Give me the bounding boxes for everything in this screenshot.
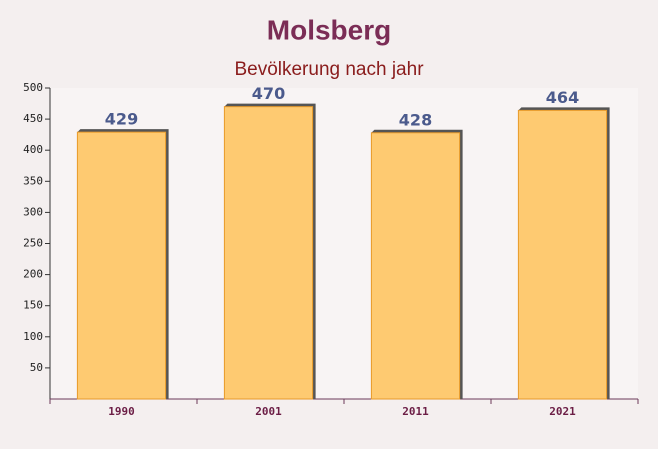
value-label: 428	[399, 110, 432, 129]
chart-subtitle: Bevölkerung nach jahr	[234, 59, 424, 80]
y-tick-label: 100	[23, 330, 43, 343]
bar	[370, 132, 461, 400]
x-tick-label: 2001	[255, 405, 282, 418]
x-tick-label: 2021	[549, 405, 576, 418]
chart-title: Molsberg	[267, 14, 391, 45]
bar	[76, 131, 167, 400]
y-tick-label: 150	[23, 299, 43, 312]
bar	[223, 106, 314, 400]
x-tick-label: 2011	[402, 405, 429, 418]
value-label: 470	[252, 84, 285, 103]
y-tick-label: 450	[23, 112, 43, 125]
y-tick-label: 300	[23, 205, 43, 218]
bar	[517, 109, 608, 400]
value-label: 429	[105, 110, 138, 129]
y-tick-label: 250	[23, 237, 43, 250]
x-tick-label: 1990	[108, 405, 135, 418]
y-tick-label: 350	[23, 174, 43, 187]
y-tick-label: 500	[23, 81, 43, 94]
value-label: 464	[546, 88, 579, 107]
y-tick-label: 50	[30, 361, 43, 374]
y-tick-label: 400	[23, 143, 43, 156]
y-tick-label: 200	[23, 268, 43, 281]
